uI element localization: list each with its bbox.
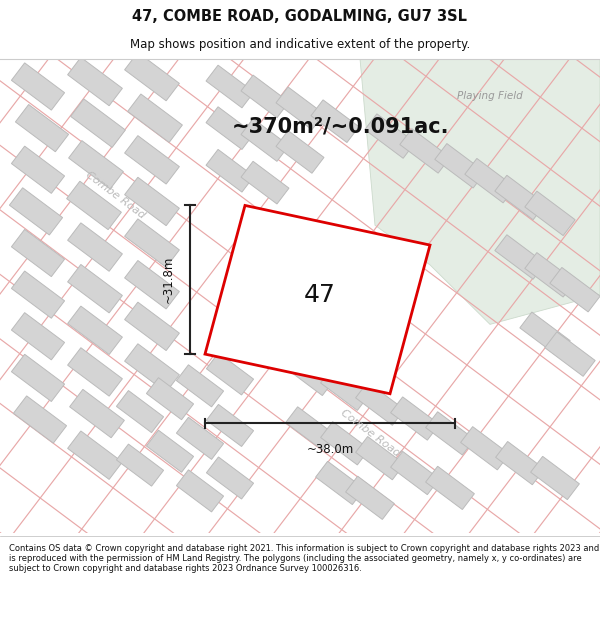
Polygon shape	[530, 456, 580, 499]
Polygon shape	[346, 476, 394, 519]
Polygon shape	[125, 52, 179, 101]
Polygon shape	[241, 75, 289, 118]
Polygon shape	[206, 107, 254, 149]
Polygon shape	[11, 229, 65, 277]
Polygon shape	[176, 418, 224, 459]
Polygon shape	[68, 223, 122, 271]
Polygon shape	[525, 191, 575, 236]
Polygon shape	[276, 131, 324, 173]
Text: 47: 47	[304, 282, 336, 307]
Polygon shape	[125, 219, 179, 268]
Polygon shape	[241, 161, 289, 204]
Polygon shape	[356, 382, 404, 425]
Polygon shape	[495, 235, 545, 279]
Text: Playing Field: Playing Field	[457, 91, 523, 101]
Polygon shape	[206, 457, 254, 499]
Polygon shape	[146, 430, 194, 472]
Polygon shape	[550, 268, 600, 312]
Polygon shape	[125, 136, 179, 184]
Polygon shape	[520, 312, 570, 356]
Polygon shape	[320, 422, 370, 465]
Text: ~31.8m: ~31.8m	[162, 256, 175, 304]
Polygon shape	[206, 149, 254, 192]
Polygon shape	[286, 352, 334, 396]
Polygon shape	[11, 312, 65, 360]
Polygon shape	[67, 181, 121, 229]
Polygon shape	[68, 141, 124, 189]
Polygon shape	[320, 367, 370, 411]
Polygon shape	[11, 146, 65, 193]
Text: Combe Road: Combe Road	[338, 408, 401, 459]
Text: Contains OS data © Crown copyright and database right 2021. This information is : Contains OS data © Crown copyright and d…	[9, 544, 599, 573]
Polygon shape	[11, 63, 65, 110]
Polygon shape	[116, 444, 164, 486]
Polygon shape	[206, 65, 254, 108]
Polygon shape	[71, 99, 125, 148]
Polygon shape	[465, 158, 515, 203]
Polygon shape	[125, 302, 179, 351]
Polygon shape	[276, 87, 324, 129]
Polygon shape	[360, 59, 600, 324]
Polygon shape	[311, 100, 359, 142]
Polygon shape	[461, 427, 509, 470]
Polygon shape	[68, 264, 122, 313]
Polygon shape	[176, 470, 224, 512]
Polygon shape	[68, 348, 122, 396]
Polygon shape	[241, 119, 289, 161]
Polygon shape	[425, 466, 475, 509]
Polygon shape	[176, 365, 224, 407]
Text: Combe Road: Combe Road	[83, 170, 146, 221]
Polygon shape	[10, 188, 62, 235]
Text: Map shows position and indicative extent of the property.: Map shows position and indicative extent…	[130, 38, 470, 51]
Polygon shape	[11, 271, 65, 318]
Polygon shape	[146, 378, 194, 420]
Polygon shape	[356, 436, 404, 480]
Polygon shape	[206, 404, 254, 446]
Polygon shape	[316, 461, 364, 504]
Polygon shape	[495, 175, 545, 220]
Text: ~38.0m: ~38.0m	[307, 443, 353, 456]
Polygon shape	[391, 451, 439, 494]
Polygon shape	[125, 344, 179, 392]
Polygon shape	[116, 391, 164, 432]
Polygon shape	[205, 206, 430, 394]
Polygon shape	[545, 332, 595, 376]
Text: ~370m²/~0.091ac.: ~370m²/~0.091ac.	[231, 116, 449, 136]
Polygon shape	[11, 354, 65, 401]
Polygon shape	[125, 261, 179, 309]
Polygon shape	[16, 104, 68, 152]
Polygon shape	[286, 407, 334, 450]
Polygon shape	[68, 58, 122, 106]
Polygon shape	[13, 396, 67, 443]
Polygon shape	[525, 253, 575, 297]
Polygon shape	[68, 306, 122, 354]
Text: 47, COMBE ROAD, GODALMING, GU7 3SL: 47, COMBE ROAD, GODALMING, GU7 3SL	[133, 9, 467, 24]
Polygon shape	[125, 177, 179, 226]
Polygon shape	[496, 441, 544, 485]
Polygon shape	[206, 353, 254, 395]
Polygon shape	[70, 389, 124, 438]
Polygon shape	[425, 412, 475, 455]
Polygon shape	[391, 397, 439, 440]
Polygon shape	[128, 94, 182, 142]
Polygon shape	[68, 431, 122, 479]
Polygon shape	[400, 129, 450, 173]
Polygon shape	[365, 114, 415, 158]
Polygon shape	[435, 144, 485, 188]
